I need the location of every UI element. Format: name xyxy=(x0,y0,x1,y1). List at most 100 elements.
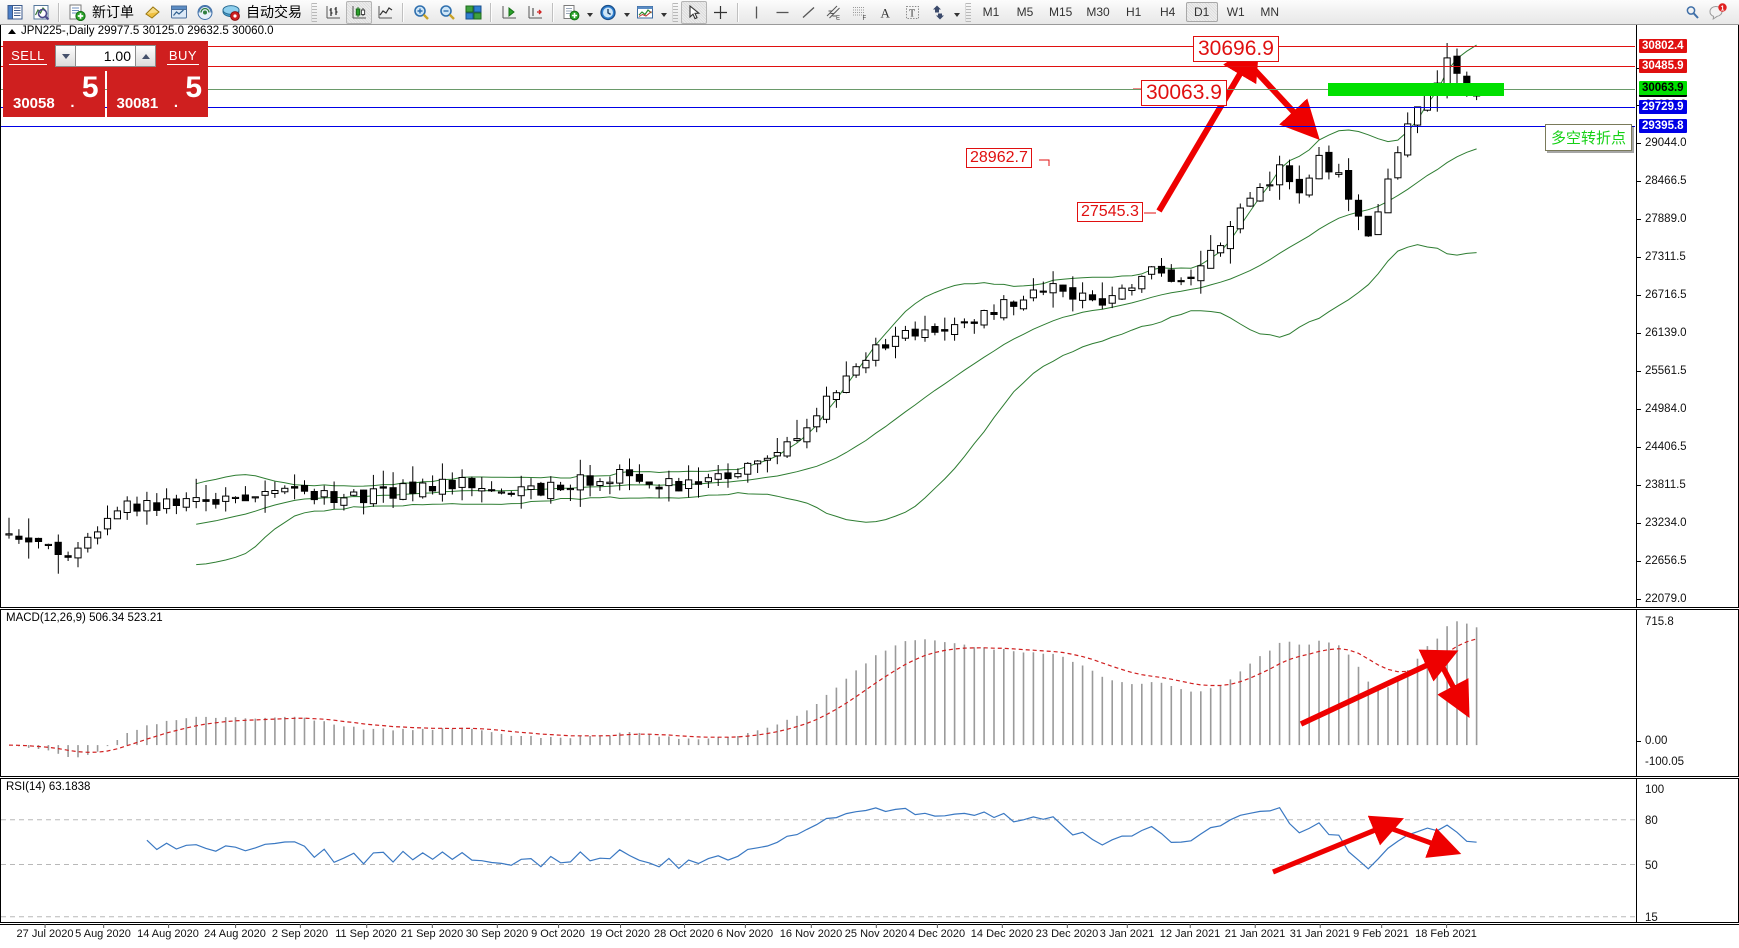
date-tick: 19 Oct 2020 xyxy=(590,924,650,940)
date-tick: 21 Jan 2021 xyxy=(1224,924,1286,940)
buy-button[interactable]: BUY xyxy=(158,41,208,71)
chart-symbol-text: JPN225-,Daily 29977.5 30125.0 29632.5 30… xyxy=(21,25,274,37)
shapes-icon[interactable] xyxy=(925,1,951,24)
auto-trading-icon[interactable] xyxy=(218,1,244,24)
volume-decrease-button[interactable] xyxy=(55,45,76,67)
price-tick: 25561.5 xyxy=(1637,365,1687,377)
zoom-out-icon[interactable] xyxy=(434,1,460,24)
volume-increase-button[interactable] xyxy=(135,45,156,67)
shapes-dropdown-arrow[interactable] xyxy=(951,1,962,23)
tag-30063[interactable]: 30063.9 xyxy=(1141,80,1227,106)
timeframe-mn[interactable]: MN xyxy=(1260,5,1280,19)
level-label-30485[interactable]: 30485.9 xyxy=(1639,59,1687,73)
metaeditor-icon[interactable] xyxy=(140,1,166,24)
signals-icon[interactable] xyxy=(192,1,218,24)
timeframe-m30[interactable]: M30 xyxy=(1086,5,1110,19)
tile-windows-icon[interactable] xyxy=(460,1,486,24)
macd-series xyxy=(8,621,1478,758)
templates-icon[interactable] xyxy=(558,1,584,24)
rsi-plot-area[interactable] xyxy=(1,779,1635,922)
date-tick: 28 Oct 2020 xyxy=(654,924,714,940)
toolbar-separator-3 xyxy=(490,2,492,22)
zoom-in-icon[interactable] xyxy=(408,1,434,24)
volume-stepper[interactable]: 1.00 xyxy=(53,41,158,71)
date-tick: 9 Oct 2020 xyxy=(531,924,585,940)
rsi-pane[interactable]: RSI(14) 63.1838 100 80 50 15 xyxy=(0,778,1739,923)
horizontal-line-icon[interactable] xyxy=(769,1,795,24)
fibonacci-retracement-icon[interactable]: F xyxy=(847,1,873,24)
price-tick: 26139.0 xyxy=(1637,327,1687,339)
text-label-icon[interactable]: T xyxy=(899,1,925,24)
macd-plot-area[interactable] xyxy=(1,610,1635,776)
trendline-icon[interactable] xyxy=(795,1,821,24)
notifications-icon[interactable]: 1 xyxy=(1705,1,1731,24)
date-axis[interactable]: 27 Jul 2020 5 Aug 2020 14 Aug 2020 24 Aug 2… xyxy=(0,924,1739,948)
auto-trading-label[interactable]: 自动交易 xyxy=(246,5,302,21)
volume-input[interactable]: 1.00 xyxy=(76,45,135,67)
text-icon[interactable]: A xyxy=(873,1,899,24)
crosshair-icon[interactable] xyxy=(707,1,733,24)
turning-point-note[interactable]: 多空转折点 xyxy=(1545,124,1633,151)
period-dropdown-arrow[interactable] xyxy=(621,1,632,23)
support-line-29729 xyxy=(1,107,1635,108)
level-label-29395[interactable]: 29395.8 xyxy=(1639,119,1687,133)
level-label-30802[interactable]: 30802.4 xyxy=(1639,39,1687,53)
search-icon[interactable] xyxy=(1679,1,1705,24)
timeframe-m15[interactable]: M15 xyxy=(1049,5,1073,19)
date-tick: 24 Aug 2020 xyxy=(204,924,266,940)
period-clock-icon[interactable] xyxy=(595,1,621,24)
price-chart-pane[interactable]: 30696.9 30063.9 28962.7 27545.3 多空转折点 30… xyxy=(0,25,1739,608)
tag-27545[interactable]: 27545.3 xyxy=(1077,202,1143,222)
toolbar-grip-2[interactable] xyxy=(672,2,678,22)
indicators-dropdown-arrow[interactable] xyxy=(658,1,669,23)
market-watch-icon[interactable] xyxy=(2,1,28,24)
buy-price-cell[interactable]: 30081 . 5 xyxy=(106,71,208,117)
new-order-label[interactable]: 新订单 xyxy=(92,5,134,21)
bar-chart-icon[interactable] xyxy=(320,1,346,24)
main-toolbar: 新订单 xyxy=(0,0,1739,25)
timeframe-d1[interactable]: D1 xyxy=(1185,2,1218,22)
toolbar-grip-3[interactable] xyxy=(965,2,971,22)
macd-tick: 715.8 xyxy=(1645,616,1674,628)
chart-symbol-header: JPN225-,Daily 29977.5 30125.0 29632.5 30… xyxy=(1,25,274,39)
indicators-icon[interactable] xyxy=(632,1,658,24)
candlestick-chart-icon[interactable] xyxy=(346,0,372,24)
timeframe-h4[interactable]: H4 xyxy=(1160,5,1176,19)
sell-button[interactable]: SELL xyxy=(3,41,53,71)
sell-price-cell[interactable]: 30058 . 5 xyxy=(3,71,105,117)
collapse-triangle-icon[interactable] xyxy=(8,29,16,34)
price-tick: 24406.5 xyxy=(1637,441,1687,453)
terminal-icon[interactable] xyxy=(166,1,192,24)
auto-scroll-icon[interactable] xyxy=(496,1,522,24)
tag-28962[interactable]: 28962.7 xyxy=(966,148,1032,168)
timeframe-m1[interactable]: M1 xyxy=(982,5,1000,19)
vertical-line-icon[interactable] xyxy=(743,1,769,24)
support-line-29395 xyxy=(1,126,1635,127)
toolbar-separator-2 xyxy=(402,2,404,22)
one-click-trading-panel[interactable]: SELL 1.00 BUY 30058 . 5 xyxy=(3,41,208,117)
level-label-30063[interactable]: 30063.9 xyxy=(1639,81,1687,97)
timeframe-w1[interactable]: W1 xyxy=(1226,5,1245,19)
resistance-line-30485 xyxy=(1,66,1635,67)
price-tick: 22079.0 xyxy=(1637,593,1687,605)
cursor-icon[interactable] xyxy=(681,0,707,24)
macd-axis[interactable]: 715.8 0.00 -100.05 xyxy=(1636,610,1738,776)
templates-dropdown-arrow[interactable] xyxy=(584,1,595,23)
rsi-axis[interactable]: 100 80 50 15 0 xyxy=(1636,779,1738,922)
chart-shift-icon[interactable] xyxy=(522,1,548,24)
timeframe-m5[interactable]: M5 xyxy=(1016,5,1034,19)
chart-workspace: 30696.9 30063.9 28962.7 27545.3 多空转折点 30… xyxy=(0,25,1739,948)
svg-text:T: T xyxy=(909,8,915,19)
timeframe-h1[interactable]: H1 xyxy=(1126,5,1142,19)
equidistant-channel-icon[interactable]: E xyxy=(821,1,847,24)
macd-pane[interactable]: MACD(12,26,9) 506.34 523.21 715.8 0.00 -… xyxy=(0,609,1739,777)
price-plot-area[interactable]: 30696.9 30063.9 28962.7 27545.3 多空转折点 xyxy=(1,25,1635,607)
line-chart-icon[interactable] xyxy=(372,1,398,24)
data-window-icon[interactable] xyxy=(28,1,54,24)
new-order-icon[interactable] xyxy=(64,1,90,24)
toolbar-grip[interactable] xyxy=(311,2,317,22)
price-axis[interactable]: 30216.5 29639.0 29044.0 28466.5 27889.0 … xyxy=(1636,25,1738,607)
buy-price-integer: 30081 xyxy=(116,95,159,112)
level-label-29729[interactable]: 29729.9 xyxy=(1639,100,1687,114)
tag-30696[interactable]: 30696.9 xyxy=(1193,36,1279,62)
